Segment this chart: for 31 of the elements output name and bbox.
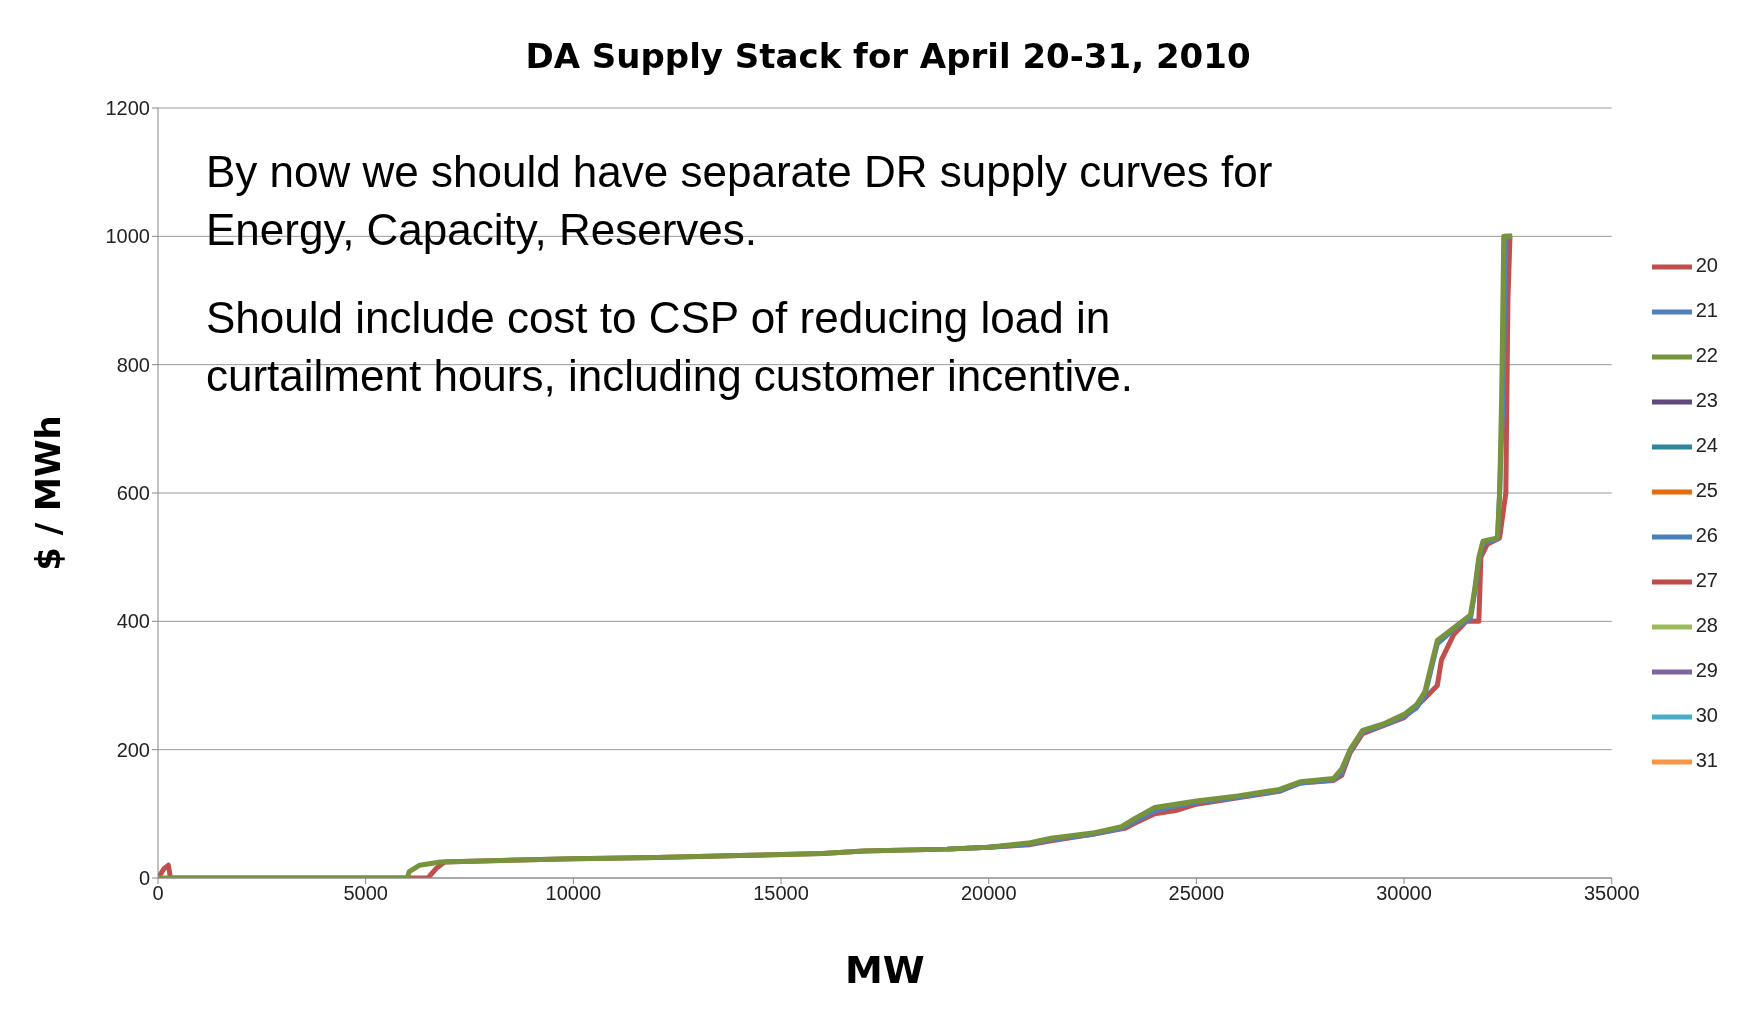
y-tick-label: 400: [116, 610, 150, 633]
legend-label: 24: [1695, 434, 1718, 456]
legend-label: 29: [1695, 659, 1718, 681]
x-axis-title: MW: [845, 948, 925, 992]
y-tick-label: 200: [116, 738, 150, 761]
x-tick-label: 20000: [960, 882, 1017, 905]
legend-label: 31: [1695, 749, 1718, 771]
y-tick-label: 1000: [105, 225, 150, 248]
x-tick-label: 10000: [545, 882, 602, 905]
legend-label: 28: [1695, 614, 1718, 636]
legend-label: 30: [1695, 704, 1718, 726]
annotation-text: By now we should have separate DR supply curves for Energy, Capacity, Reserves. Should include cost to CSP of reducing load in curtailment hours, including customer incentive.: [206, 146, 1274, 402]
legend-label: 21: [1695, 299, 1718, 321]
legend-label: 25: [1695, 479, 1718, 501]
y-tick-label: 0: [138, 867, 150, 890]
x-tick-label: 25000: [1168, 882, 1225, 905]
y-tick-label: 600: [116, 482, 150, 505]
legend-label: 26: [1695, 524, 1718, 546]
legend-label: 27: [1695, 569, 1718, 591]
y-axis-title: $ / MWh: [28, 415, 69, 571]
y-tick-label: 800: [116, 353, 150, 376]
legend-label: 23: [1695, 389, 1718, 411]
y-tick-label: 1200: [105, 97, 150, 120]
x-tick-label: 5000: [343, 882, 388, 905]
x-tick-label: 15000: [753, 882, 809, 905]
chart-title: DA Supply Stack for April 20-31, 2010: [524, 36, 1252, 76]
legend-label: 20: [1695, 254, 1718, 276]
x-tick-label: 30000: [1376, 882, 1432, 905]
x-tick-label: 35000: [1583, 882, 1640, 905]
legend-label: 22: [1695, 344, 1718, 366]
x-tick-label: 0: [152, 882, 164, 905]
